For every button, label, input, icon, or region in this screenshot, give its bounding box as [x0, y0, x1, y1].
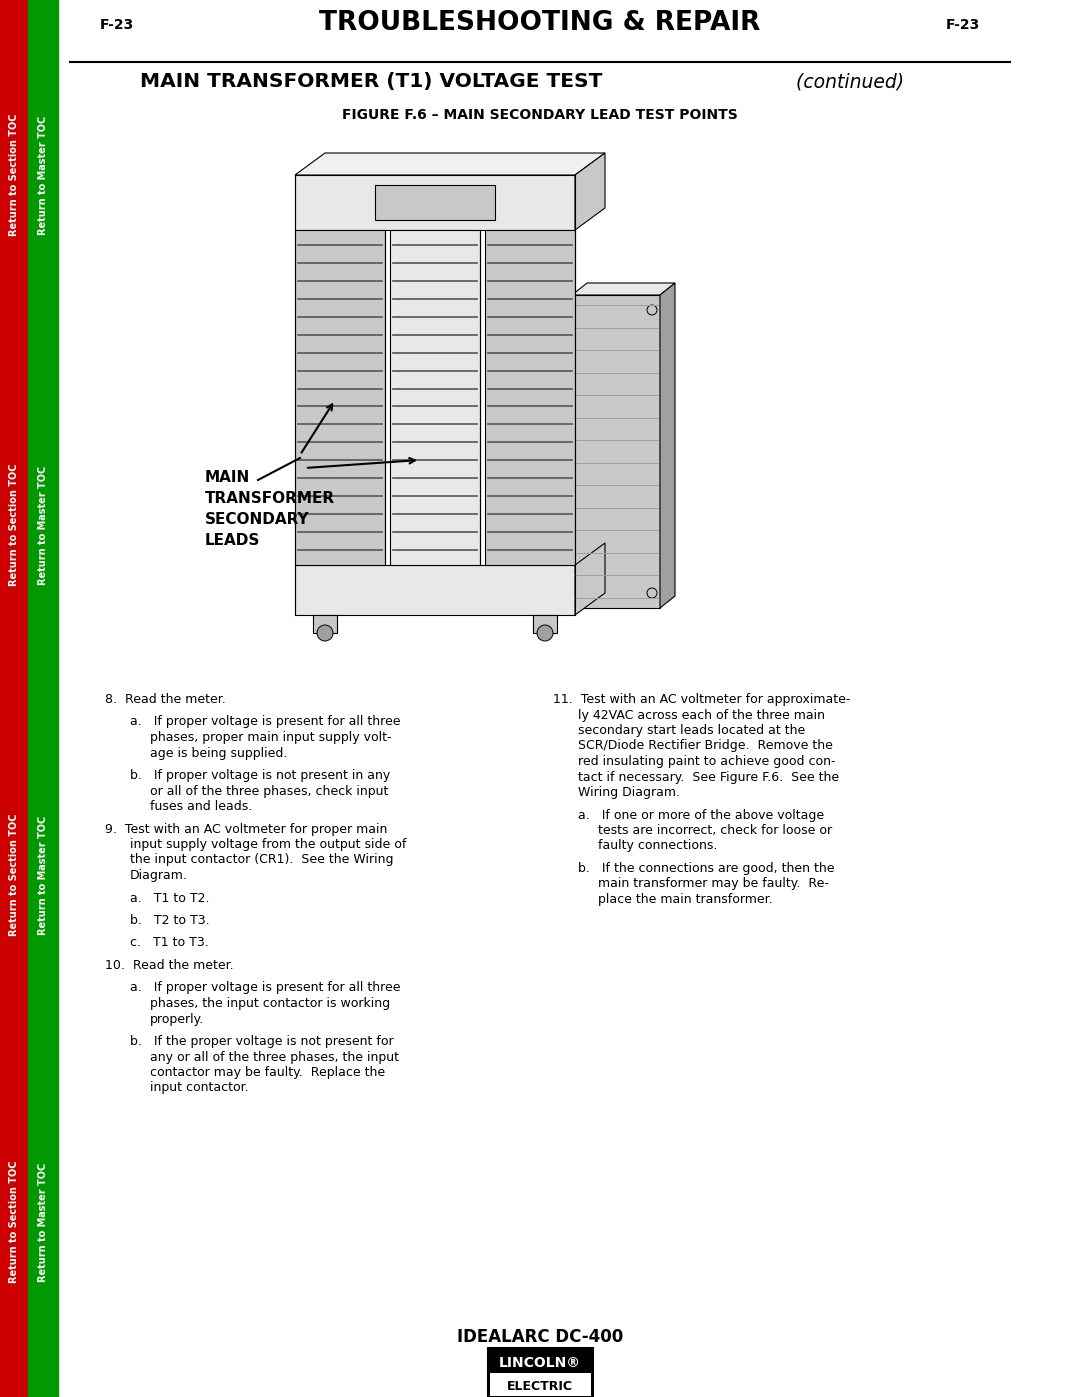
- Text: Return to Section TOC: Return to Section TOC: [9, 464, 19, 587]
- Text: fuses and leads.: fuses and leads.: [150, 800, 253, 813]
- Text: MAIN TRANSFORMER (T1) VOLTAGE TEST: MAIN TRANSFORMER (T1) VOLTAGE TEST: [140, 73, 603, 91]
- Text: 10.  Read the meter.: 10. Read the meter.: [105, 958, 233, 972]
- Text: a.   T1 to T2.: a. T1 to T2.: [130, 891, 210, 904]
- Text: Return to Master TOC: Return to Master TOC: [38, 1162, 48, 1281]
- Circle shape: [318, 624, 333, 641]
- Bar: [488, 1348, 593, 1397]
- Text: MAIN
TRANSFORMER
SECONDARY
LEADS: MAIN TRANSFORMER SECONDARY LEADS: [205, 469, 335, 548]
- Text: a.   If proper voltage is present for all three: a. If proper voltage is present for all …: [130, 982, 401, 995]
- Polygon shape: [572, 284, 675, 295]
- Text: or all of the three phases, check input: or all of the three phases, check input: [150, 785, 389, 798]
- Circle shape: [647, 305, 657, 314]
- Text: TROUBLESHOOTING & REPAIR: TROUBLESHOOTING & REPAIR: [320, 10, 760, 36]
- Text: Diagram.: Diagram.: [130, 869, 188, 882]
- Polygon shape: [660, 284, 675, 608]
- Text: properly.: properly.: [150, 1013, 204, 1025]
- Text: a.   If proper voltage is present for all three: a. If proper voltage is present for all …: [130, 715, 401, 728]
- Text: 9.  Test with an AC voltmeter for proper main: 9. Test with an AC voltmeter for proper …: [105, 823, 388, 835]
- Polygon shape: [575, 543, 605, 615]
- Bar: [490, 1373, 591, 1396]
- Bar: [313, 615, 337, 633]
- Text: Return to Master TOC: Return to Master TOC: [38, 116, 48, 235]
- Text: IDEALARC DC-400: IDEALARC DC-400: [457, 1329, 623, 1345]
- Polygon shape: [295, 154, 605, 175]
- Text: SCR/Diode Rectifier Bridge.  Remove the: SCR/Diode Rectifier Bridge. Remove the: [578, 739, 833, 753]
- Text: input contactor.: input contactor.: [150, 1081, 248, 1094]
- Text: 8.  Read the meter.: 8. Read the meter.: [105, 693, 226, 705]
- Text: Return to Master TOC: Return to Master TOC: [38, 465, 48, 584]
- Circle shape: [647, 588, 657, 598]
- Text: tests are incorrect, check for loose or: tests are incorrect, check for loose or: [598, 824, 832, 837]
- Text: Return to Master TOC: Return to Master TOC: [38, 816, 48, 935]
- Polygon shape: [575, 154, 605, 231]
- Text: Return to Section TOC: Return to Section TOC: [9, 813, 19, 936]
- Text: input supply voltage from the output side of: input supply voltage from the output sid…: [130, 838, 406, 851]
- Text: ly 42VAC across each of the three main: ly 42VAC across each of the three main: [578, 708, 825, 721]
- Text: b.   If the proper voltage is not present for: b. If the proper voltage is not present …: [130, 1035, 393, 1048]
- Text: secondary start leads located at the: secondary start leads located at the: [578, 724, 806, 738]
- Text: red insulating paint to achieve good con-: red insulating paint to achieve good con…: [578, 754, 836, 768]
- Text: Return to Section TOC: Return to Section TOC: [9, 1161, 19, 1284]
- Text: main transformer may be faulty.  Re-: main transformer may be faulty. Re-: [598, 877, 828, 890]
- Bar: [375, 184, 495, 219]
- Circle shape: [537, 624, 553, 641]
- Text: LINCOLN®: LINCOLN®: [499, 1356, 581, 1370]
- Text: F-23: F-23: [100, 18, 134, 32]
- Text: the input contactor (CR1).  See the Wiring: the input contactor (CR1). See the Wirin…: [130, 854, 393, 866]
- Text: c.   T1 to T3.: c. T1 to T3.: [130, 936, 208, 950]
- Bar: [0, 0, 28, 1397]
- Text: 11.  Test with an AC voltmeter for approximate-: 11. Test with an AC voltmeter for approx…: [553, 693, 850, 705]
- Bar: [295, 175, 575, 231]
- Text: a.   If one or more of the above voltage: a. If one or more of the above voltage: [578, 809, 824, 821]
- Bar: [485, 231, 575, 564]
- Text: ELECTRIC: ELECTRIC: [507, 1379, 573, 1393]
- Text: b.   If the connections are good, then the: b. If the connections are good, then the: [578, 862, 835, 875]
- Bar: [295, 231, 384, 564]
- Text: b.   If proper voltage is not present in any: b. If proper voltage is not present in a…: [130, 768, 390, 782]
- Text: (continued): (continued): [789, 73, 904, 91]
- Text: place the main transformer.: place the main transformer.: [598, 893, 772, 907]
- Text: phases, the input contactor is working: phases, the input contactor is working: [150, 997, 390, 1010]
- Text: age is being supplied.: age is being supplied.: [150, 746, 287, 760]
- Text: Wiring Diagram.: Wiring Diagram.: [578, 787, 680, 799]
- Bar: [295, 564, 575, 615]
- Text: any or all of the three phases, the input: any or all of the three phases, the inpu…: [150, 1051, 399, 1063]
- Bar: [28, 0, 58, 1397]
- Text: FIGURE F.6 – MAIN SECONDARY LEAD TEST POINTS: FIGURE F.6 – MAIN SECONDARY LEAD TEST PO…: [342, 108, 738, 122]
- Text: b.   T2 to T3.: b. T2 to T3.: [130, 914, 210, 928]
- Bar: [572, 295, 660, 608]
- Text: F-23: F-23: [946, 18, 980, 32]
- Text: faulty connections.: faulty connections.: [598, 840, 717, 852]
- Bar: [534, 615, 557, 633]
- Text: tact if necessary.  See Figure F.6.  See the: tact if necessary. See Figure F.6. See t…: [578, 771, 839, 784]
- Text: contactor may be faulty.  Replace the: contactor may be faulty. Replace the: [150, 1066, 386, 1078]
- Bar: [390, 231, 480, 564]
- Text: Return to Section TOC: Return to Section TOC: [9, 113, 19, 236]
- Text: phases, proper main input supply volt-: phases, proper main input supply volt-: [150, 731, 391, 745]
